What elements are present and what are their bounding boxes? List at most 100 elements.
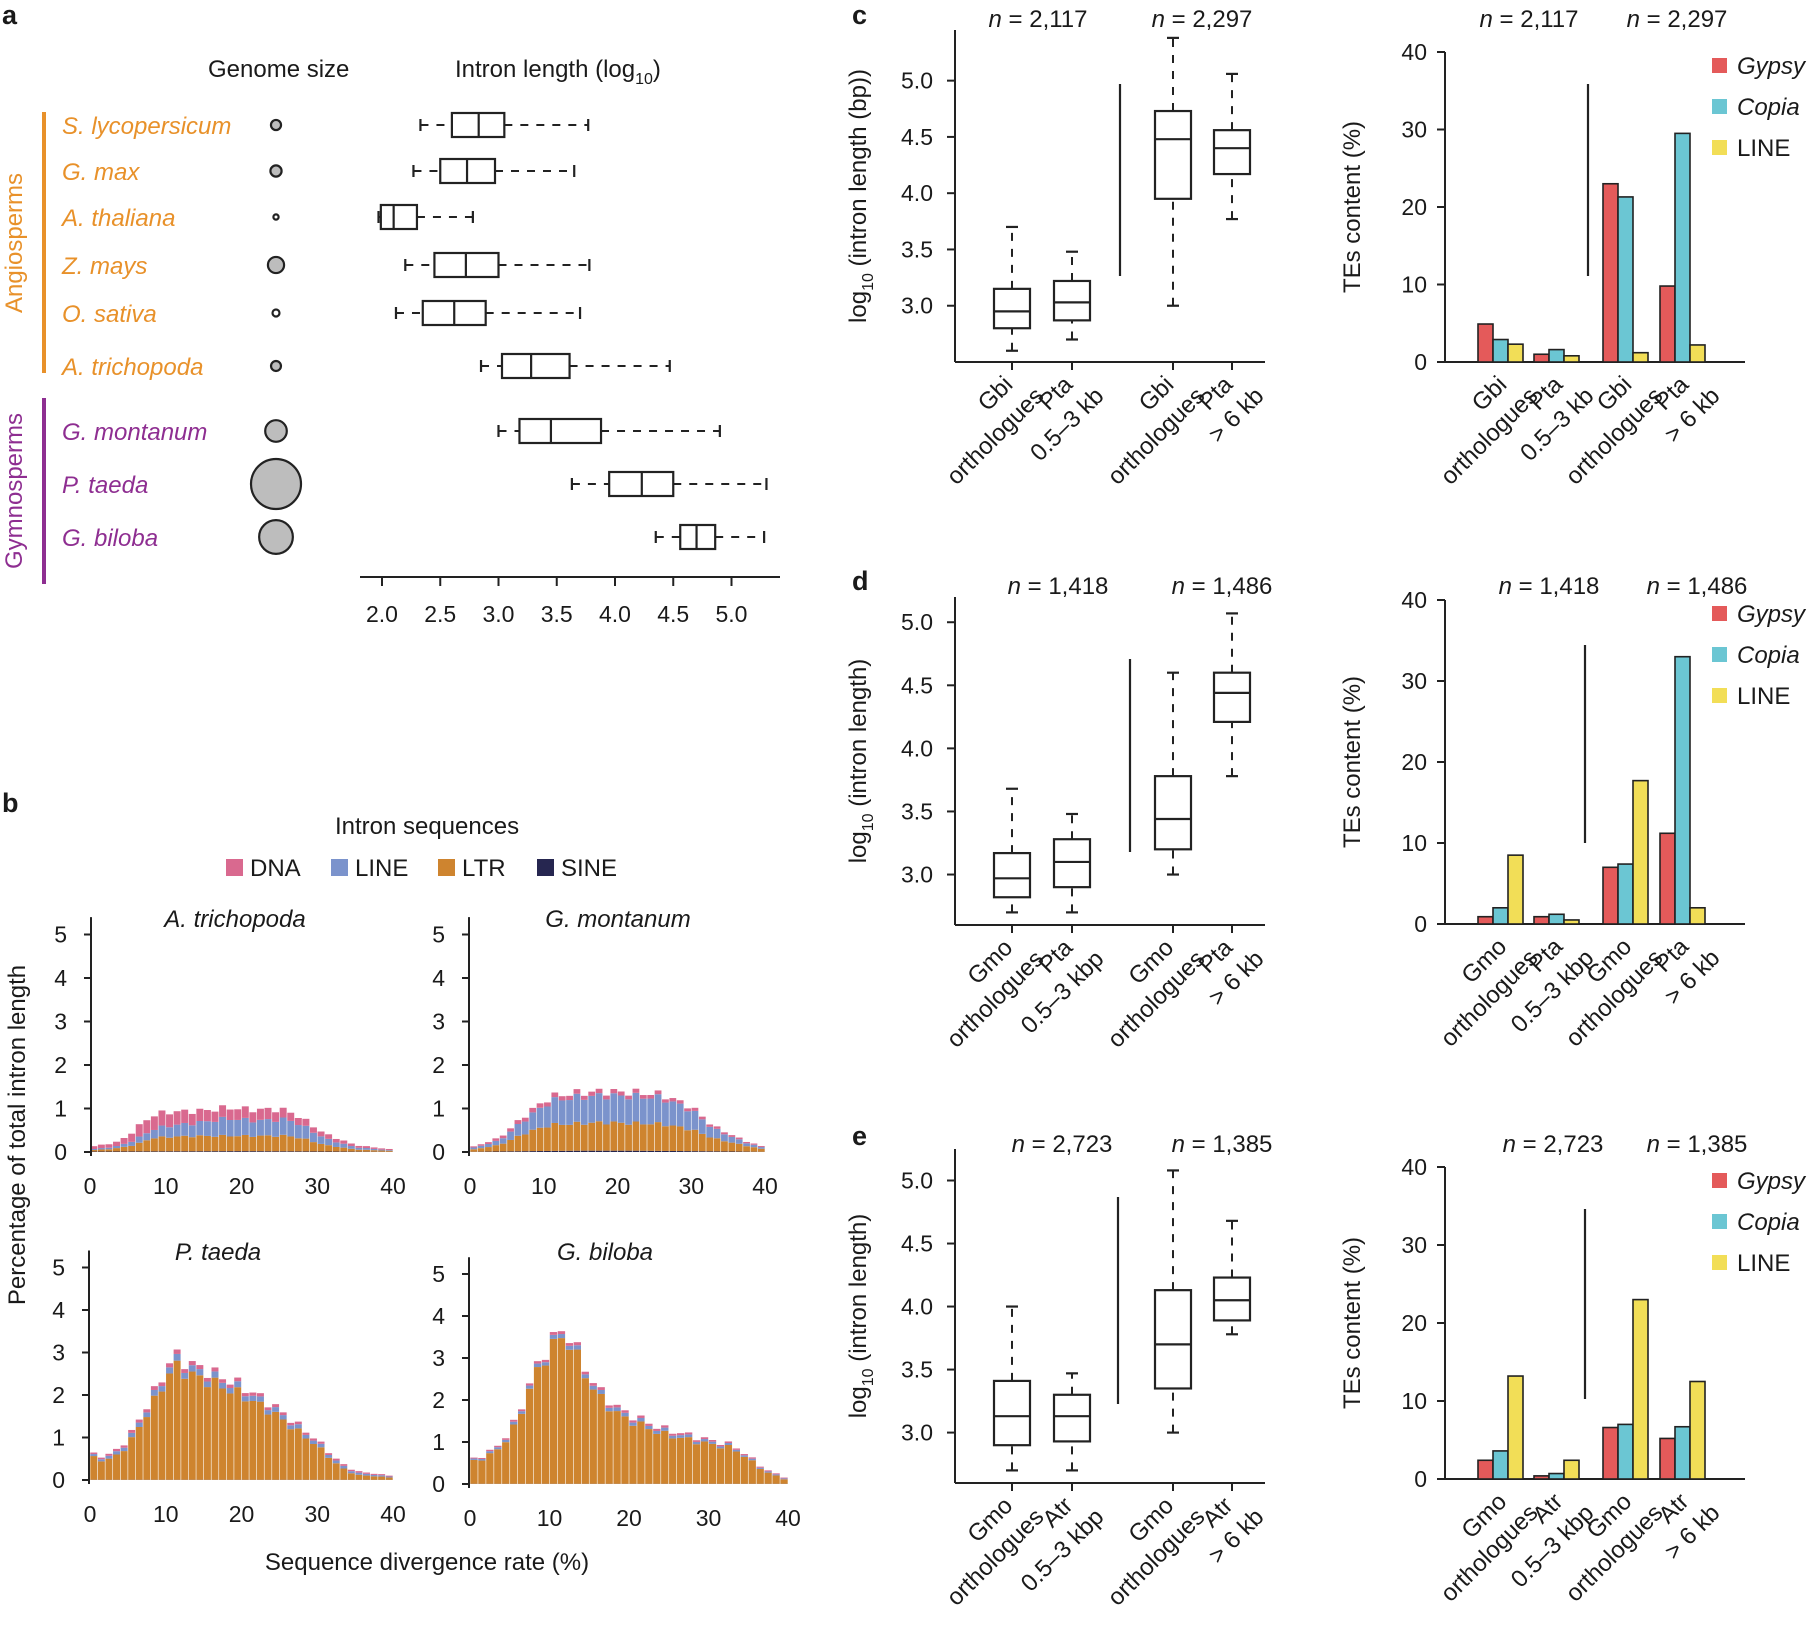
bar-segment <box>478 1457 486 1460</box>
bar-segment <box>557 1338 566 1484</box>
bar-segment <box>234 1151 242 1152</box>
tick-label: 40 <box>380 1501 406 1527</box>
bar-segment <box>485 1143 492 1148</box>
bar-segment <box>150 1151 158 1152</box>
bar-segment <box>716 1446 725 1449</box>
bar-copia <box>1674 132 1691 363</box>
bar-segment <box>188 1137 196 1152</box>
bar-segment <box>226 1120 234 1137</box>
bar-segment <box>158 1110 166 1126</box>
tick-label: 3.0 <box>901 862 933 888</box>
bar-segment <box>385 1150 393 1151</box>
tick-label: 10 <box>153 1501 179 1527</box>
bar-segment <box>529 1151 537 1152</box>
n-left: n = 2,723 <box>1012 1131 1113 1158</box>
bar-segment <box>150 1386 158 1390</box>
genome-size-circle <box>269 164 283 178</box>
tick-label: 3.0 <box>901 1420 933 1446</box>
bar-segment <box>654 1094 662 1123</box>
bar-segment <box>566 1124 573 1151</box>
bar-segment <box>494 1447 502 1450</box>
legend-label: SINE <box>561 855 617 882</box>
bar-segment <box>128 1141 136 1146</box>
bar-ylabel: TEs content (%) <box>1339 676 1366 848</box>
bar-segment <box>219 1105 227 1117</box>
bar-segment <box>287 1120 295 1137</box>
genome-size-header: Genome size <box>208 56 349 83</box>
bar-segment <box>645 1429 653 1484</box>
bar-segment <box>294 1428 302 1480</box>
bar-segment <box>565 1345 574 1350</box>
bar-segment <box>219 1382 227 1389</box>
bar-segment <box>241 1151 249 1152</box>
bar-segment <box>340 1140 348 1144</box>
tick-label: 40 <box>380 1173 406 1199</box>
bar-segment <box>637 1417 645 1422</box>
bar-segment <box>317 1151 325 1152</box>
tick-label: 30 <box>1401 668 1427 694</box>
bar-segment <box>196 1365 204 1370</box>
species-name: P. taeda <box>62 472 148 499</box>
bar-segment <box>113 1141 120 1147</box>
bar-segment <box>113 1448 120 1452</box>
bar-line <box>1632 779 1649 925</box>
bar-segment <box>363 1473 370 1476</box>
box <box>518 417 603 445</box>
bar-segment <box>317 1136 325 1144</box>
bar-segment <box>241 1106 249 1118</box>
bar-segment <box>347 1146 355 1149</box>
bar-segment <box>135 1422 143 1428</box>
tick-label: 3 <box>52 1340 65 1366</box>
bar-segment <box>632 1121 640 1151</box>
bar-segment <box>735 1143 743 1152</box>
bar-segment <box>613 1411 621 1484</box>
bar-segment <box>150 1395 158 1480</box>
bar-segment <box>588 1095 596 1123</box>
tick-label: 30 <box>1401 117 1427 143</box>
bar-segment <box>684 1130 691 1152</box>
n-right: n = 1,486 <box>1172 573 1273 600</box>
bar-segment <box>143 1120 151 1134</box>
bar-segment <box>617 1150 625 1152</box>
bar-segment <box>302 1434 310 1439</box>
bar-segment <box>478 1459 486 1461</box>
bar-segment <box>181 1372 189 1379</box>
bar-segment <box>684 1432 693 1435</box>
bar-segment <box>486 1449 494 1452</box>
bar-segment <box>234 1377 242 1382</box>
bar-category-label: Gbiorthologues <box>1414 361 1543 490</box>
bar-segment <box>581 1378 589 1484</box>
bar-segment <box>249 1400 257 1480</box>
bar-segment <box>780 1478 788 1480</box>
bar-segment <box>735 1137 743 1140</box>
bar-segment <box>203 1110 211 1122</box>
bar-segment <box>676 1151 684 1152</box>
bar-gypsy <box>1659 1437 1676 1480</box>
bar-segment <box>211 1377 219 1480</box>
bar-segment <box>234 1119 242 1137</box>
tick-label: 20 <box>229 1501 255 1527</box>
tick-label: 5 <box>432 1261 445 1287</box>
bar-copia <box>1492 338 1509 363</box>
bar-segment <box>279 1419 287 1480</box>
box <box>992 1379 1032 1447</box>
bar-segment <box>135 1151 143 1152</box>
bar-copia <box>1617 196 1634 363</box>
bar-segment <box>677 1435 685 1438</box>
tick-label: 30 <box>304 1173 330 1199</box>
bar-segment <box>385 1148 393 1151</box>
bar-segment <box>750 1147 758 1152</box>
bar-segment <box>234 1109 242 1120</box>
histogram-3: G. biloba 0 1 2 3 4 5 0 10 20 30 40 <box>432 1239 801 1531</box>
box <box>1153 109 1193 200</box>
bar-segment <box>241 1134 249 1152</box>
bar-segment <box>203 1121 211 1136</box>
tick-label: 30 <box>1401 1232 1427 1258</box>
bar-segment <box>188 1113 196 1126</box>
gymnosperm-label: Gymnosperms <box>1 413 28 569</box>
bar-segment <box>589 1385 597 1390</box>
bar-segment <box>363 1475 370 1480</box>
bar-gypsy <box>1477 1459 1494 1480</box>
panel-c-label: c <box>852 0 867 30</box>
legend-label: Gypsy <box>1737 601 1807 628</box>
